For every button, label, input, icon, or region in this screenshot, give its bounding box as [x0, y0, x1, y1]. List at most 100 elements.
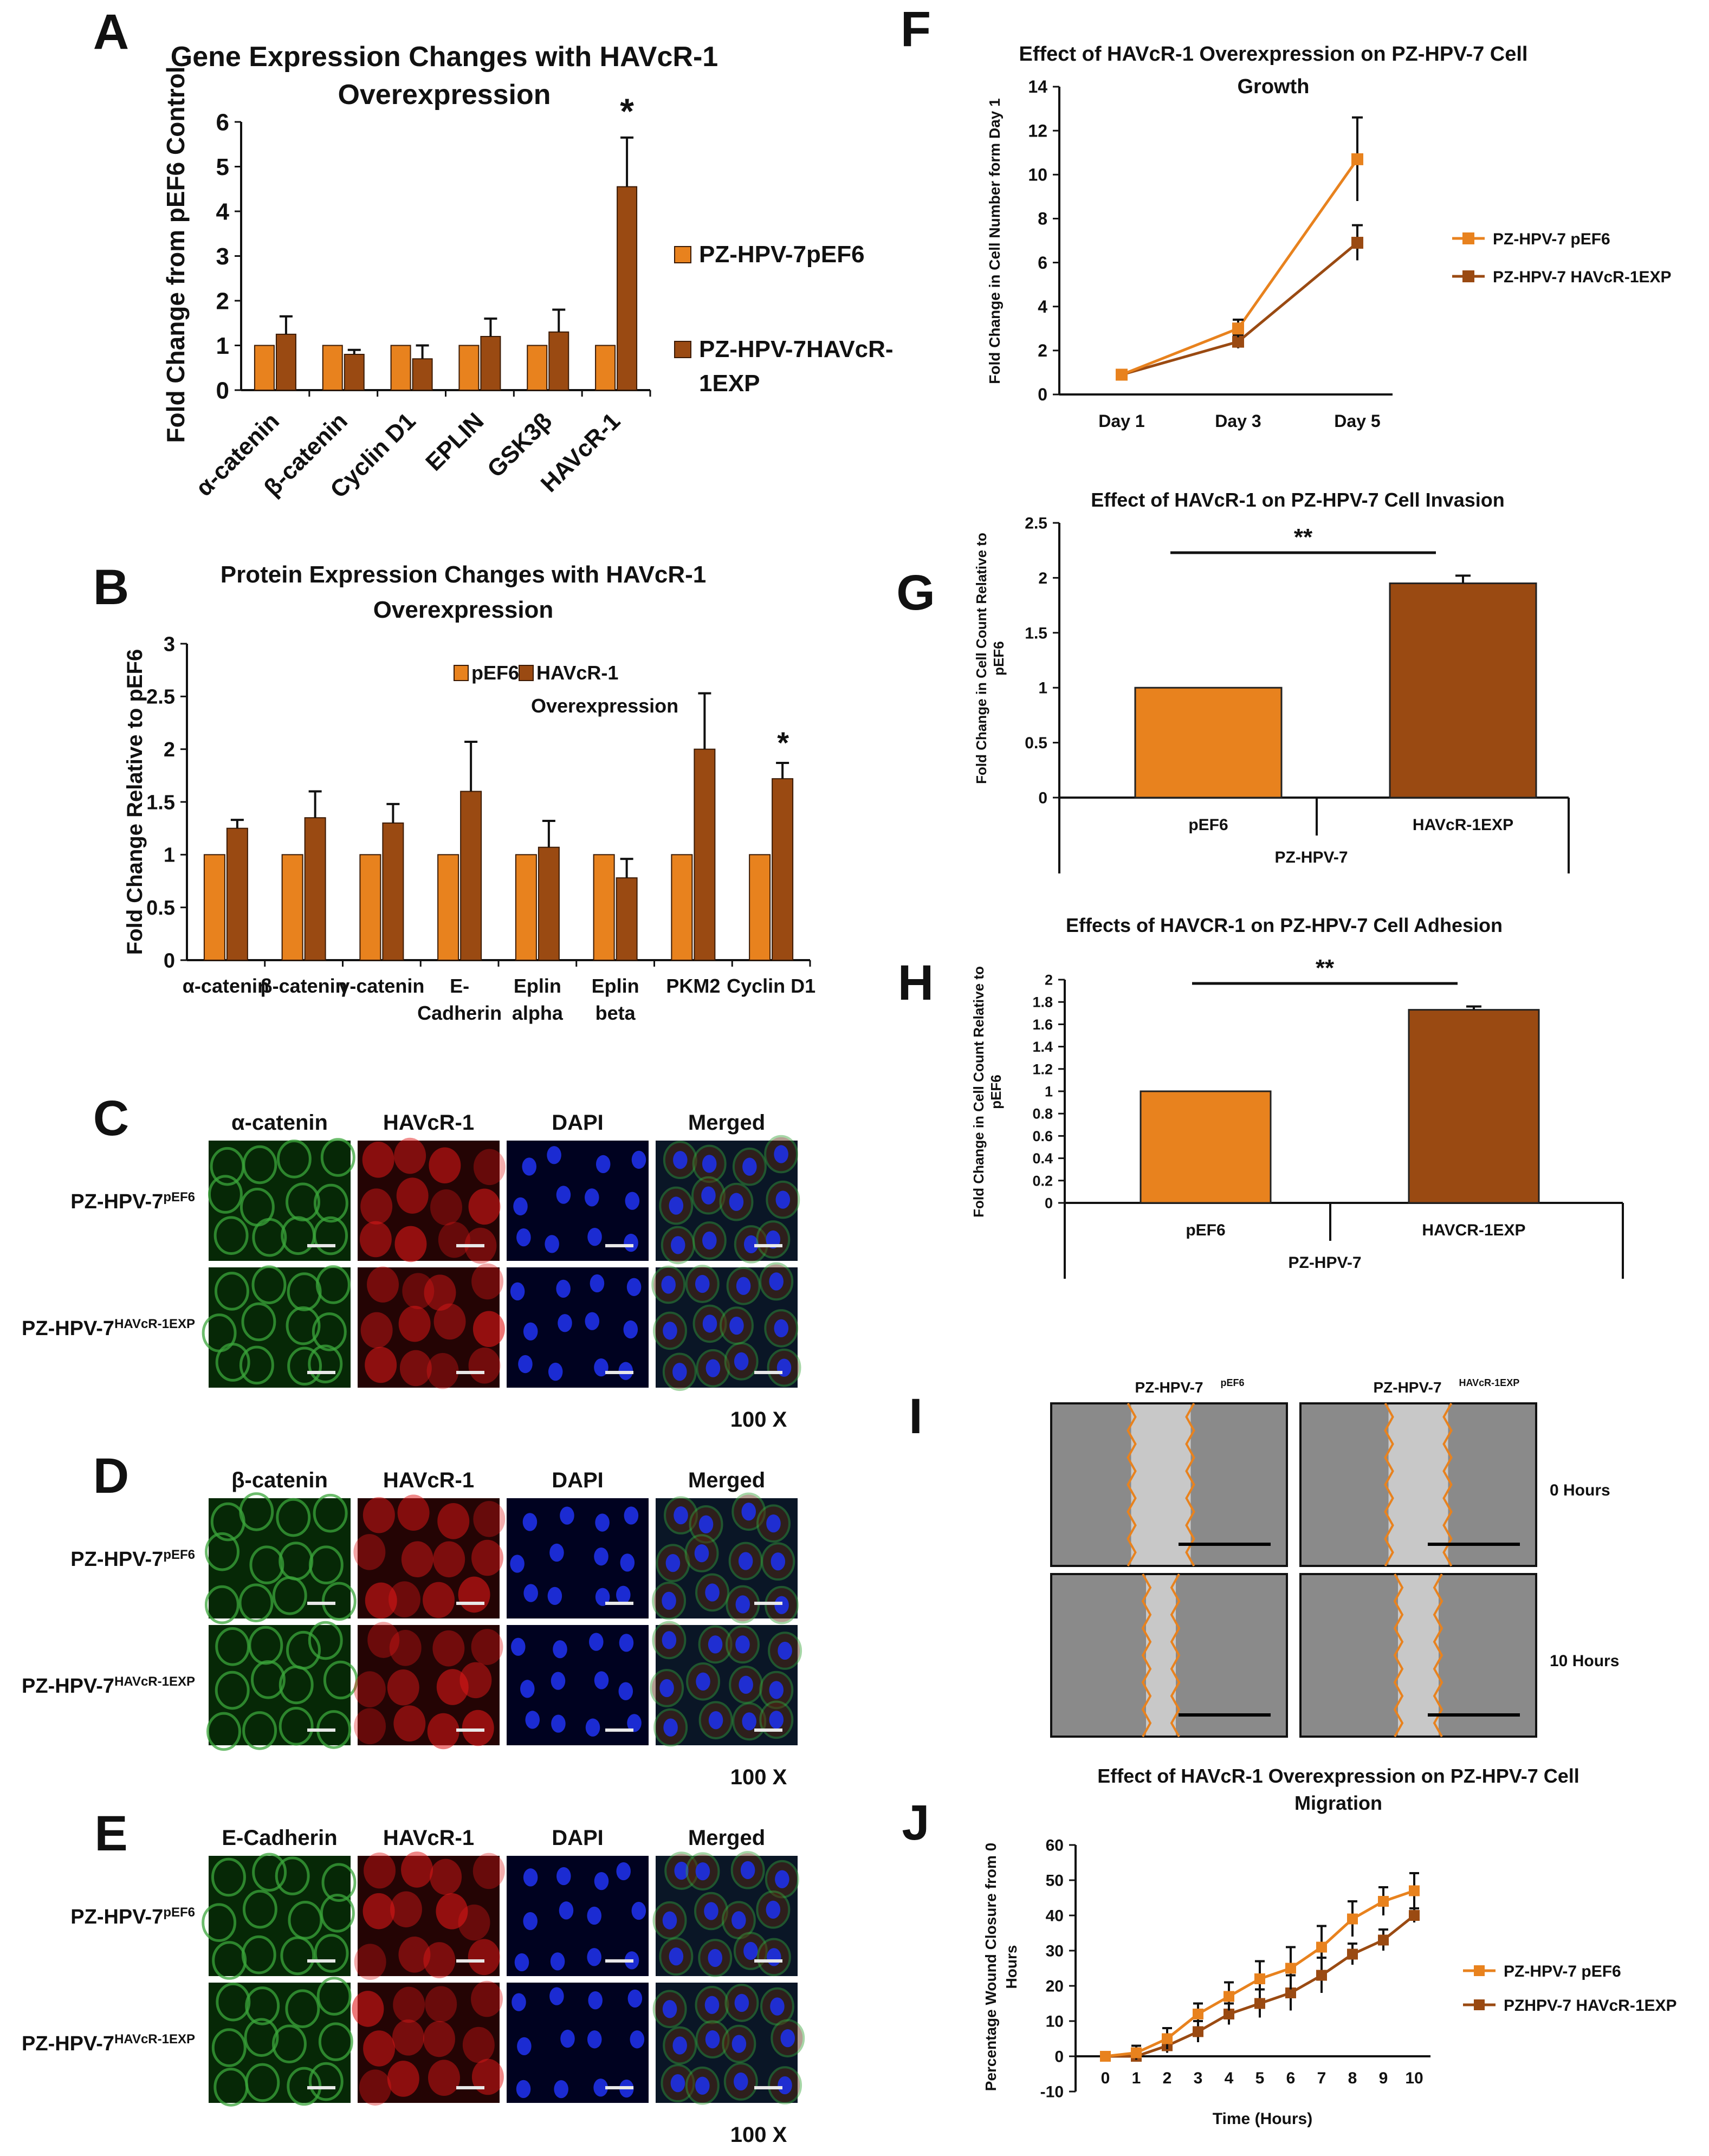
panel-e-micrograph-merged-merged-nucleus	[734, 2072, 748, 2091]
panel-e-micrograph-blue-nucleus	[516, 2080, 531, 2099]
chart-j-legend-label-pef6: PZ-HPV-7 pEF6	[1504, 1963, 1621, 1980]
panel-d-micrograph-merged	[652, 1492, 799, 1624]
row-label-superscript: HAVcR-1EXP	[114, 1317, 195, 1331]
panel-c-micrograph-merged-merged-nucleus	[671, 1236, 685, 1254]
panel-e-micrograph-red-cytoplasm	[425, 1986, 457, 2023]
chart-b-bar	[593, 854, 615, 961]
chart-a-bar	[527, 345, 548, 391]
panel-d-micrograph-red-cytoplasm	[462, 1710, 494, 1746]
panel-i-wound-image	[1299, 1402, 1537, 1567]
panel-d-micrograph-red-cytoplasm	[458, 1576, 490, 1613]
panel-e-micrograph-merged-merged-nucleus	[731, 1911, 746, 1930]
chart-j-y-tick-label: 60	[1046, 1837, 1064, 1855]
panel-e-micrograph-blue-nucleus	[514, 1953, 529, 1972]
panel-e-micrograph-green-membrane	[280, 1936, 315, 1976]
panel-c-micrograph-merged-merged-nucleus	[766, 1230, 781, 1249]
chart-b-y-tick-label: 1.5	[146, 791, 175, 814]
panel-d-micrograph-merged-merged-nucleus	[663, 1718, 678, 1737]
panel-e-micrograph-blue-nucleus	[523, 1868, 538, 1887]
chart-j-y-tick-label: -10	[1040, 2083, 1064, 2101]
panel-c-micrograph-red-cytoplasm	[471, 1263, 504, 1300]
panel-c-micrograph-green-membrane	[312, 1312, 347, 1351]
panel-letter-g: G	[896, 565, 935, 620]
panel-i-row-label-0h: 0 Hours	[1550, 1481, 1610, 1499]
panel-c-micrograph-red-cytoplasm	[424, 1274, 456, 1311]
panel-c-micrograph-red-cytoplasm	[438, 1221, 470, 1258]
panel-d-micrograph-blue-nucleus	[595, 1588, 610, 1606]
chart-b-bar	[359, 854, 381, 961]
chart-h-y-tick-label: 1.2	[1032, 1061, 1053, 1077]
panel-c-micrograph-red-cytoplasm	[394, 1137, 426, 1174]
chart-a-bar	[275, 333, 296, 391]
chart-b-category-label: PKM2	[666, 975, 720, 997]
panel-i-wound-gap	[1398, 1575, 1439, 1736]
chart-g-x-label: PZ-HPV-7	[1274, 849, 1348, 866]
chart-f-data-point	[1351, 237, 1363, 249]
chart-f-y-tick-label: 12	[1028, 121, 1047, 140]
panel-d-micrograph-red-cytoplasm	[471, 1539, 503, 1576]
panel-c-micrograph-blue-nucleus	[623, 1320, 638, 1339]
chart-f-title-line1: Effect of HAVcR-1 Overexpression on PZ-H…	[1019, 43, 1528, 66]
panel-d-micrograph-merged-merged-nucleus	[708, 1711, 723, 1730]
chart-h-y-tick-label: 0.8	[1032, 1106, 1053, 1122]
panel-d-micrograph-red-cytoplasm	[437, 1503, 470, 1539]
chart-j-x-tick-label: 1	[1132, 2069, 1141, 2087]
panel-e-micrograph-green-membrane	[314, 1934, 349, 1973]
chart-b-category-label: Cyclin D1	[727, 975, 815, 997]
chart-j-y-label-line2: Hours	[1003, 1945, 1020, 1989]
chart-h-y-label-line2: pEF6	[988, 1074, 1004, 1109]
panel-e-micrograph-blue-nucleus	[630, 2030, 645, 2049]
panel-c-micrograph-blue-nucleus	[522, 1157, 537, 1176]
panel-e-micrograph-blue-nucleus	[616, 1862, 631, 1881]
panel-letter-e: E	[94, 1806, 127, 1861]
chart-b-y-tick-label: 1	[164, 844, 175, 867]
panel-e-micrograph-blue-nucleus	[588, 1991, 603, 2010]
panel-d-micrograph-merged-merged-nucleus	[766, 1514, 781, 1533]
panel-d-micrograph-blue-nucleus	[624, 1506, 639, 1525]
panel-e-column-label: Merged	[688, 1826, 765, 1850]
panel-i-wound-edge-right	[1170, 1574, 1181, 1737]
panel-e-micrograph-red-cytoplasm	[430, 1859, 462, 1895]
chart-b-category-label: alpha	[512, 1002, 564, 1024]
panel-c-micrograph-blue-nucleus	[626, 1278, 642, 1296]
chart-f-title-line2: Growth	[1238, 75, 1310, 98]
panel-e-row-label: PZ-HPV-7pEF6	[70, 1905, 195, 1929]
chart-j-title-line1: Effect of HAVcR-1 Overexpression on PZ-H…	[1097, 1765, 1579, 1787]
panel-e-micrograph-red-cytoplasm	[401, 1851, 433, 1888]
panel-d-micrograph-blue-nucleus	[551, 1672, 566, 1690]
chart-j-data-point	[1347, 1948, 1358, 1960]
panel-c-micrograph-green-membrane	[251, 1265, 287, 1304]
panel-e-micrograph-green-membrane	[241, 1935, 276, 1974]
panel-d-micrograph-merged-merged-nucleus	[739, 1675, 753, 1694]
panel-d-micrograph-red-cytoplasm	[353, 1671, 386, 1708]
panel-e-micrograph-merged-merged-nucleus	[669, 1947, 684, 1966]
chart-g-significance-stars: **	[1294, 524, 1313, 551]
chart-h-y-tick-label: 0	[1045, 1195, 1053, 1211]
panel-e-micrograph-red-cytoplasm	[363, 2030, 396, 2067]
panel-c-micrograph-blue	[507, 1141, 649, 1261]
panel-e-micrograph-blue-nucleus	[627, 1989, 643, 2008]
chart-b-bar	[382, 822, 404, 961]
panel-i-column-label-havcr: PZ-HPV-7	[1373, 1379, 1441, 1396]
chart-j-data-point	[1131, 2047, 1142, 2058]
chart-b-y-tick-label: 0	[164, 949, 175, 972]
panel-d-micrograph-merged	[650, 1621, 802, 1747]
row-label-superscript: HAVcR-1EXP	[114, 1674, 195, 1689]
panel-d-micrograph-red-cytoplasm	[393, 1705, 426, 1742]
panel-c-micrograph-blue-nucleus	[518, 1355, 533, 1374]
chart-b-title-line2: Overexpression	[373, 597, 554, 623]
chart-j-data-point	[1254, 1973, 1265, 1984]
chart-f-y-tick-label: 2	[1038, 341, 1047, 360]
chart-b-category-label: Eplin	[514, 975, 561, 997]
chart-b-bar	[515, 854, 537, 961]
panel-e-micrograph-green-membrane	[316, 1977, 352, 2016]
panel-letter-c: C	[93, 1091, 129, 1146]
panel-c-micrograph-merged-merged-nucleus	[663, 1322, 677, 1340]
panel-d-micrograph-blue-nucleus	[594, 1548, 608, 1566]
panel-c-micrograph-green-membrane	[286, 1182, 320, 1222]
chart-g-y-tick-label: 0	[1038, 789, 1047, 807]
chart-h-title: Effects of HAVCR-1 on PZ-HPV-7 Cell Adhe…	[1066, 914, 1503, 936]
panel-d-micrograph-merged-merged-nucleus	[705, 1583, 720, 1602]
panel-e-micrograph-merged-merged-nucleus	[705, 2030, 720, 2049]
panel-i-wound-edge-right	[1185, 1403, 1195, 1566]
